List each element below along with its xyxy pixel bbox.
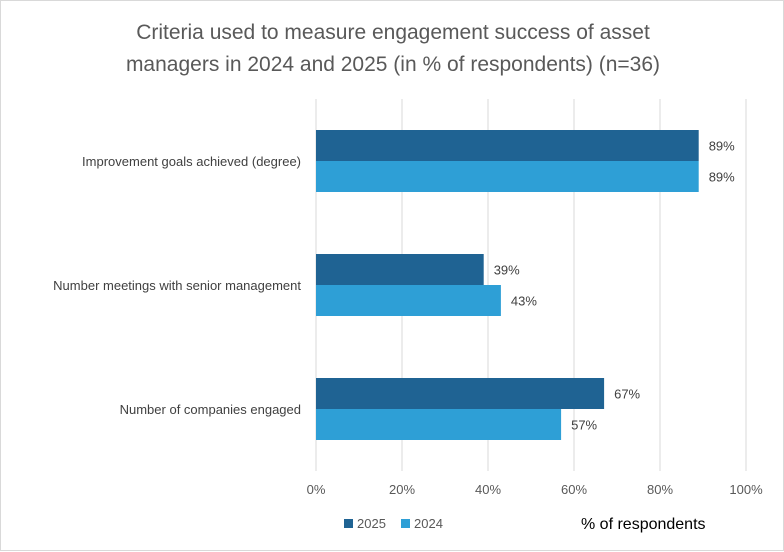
data-label: 89% (709, 170, 735, 185)
bar-2025-2 (316, 378, 605, 409)
x-tick-label: 100% (729, 482, 763, 497)
legend: 2025 2024 (344, 516, 443, 531)
bar-2024-2 (316, 409, 562, 440)
x-axis-label: % of respondents (581, 516, 706, 533)
x-tick-label: 40% (475, 482, 501, 497)
x-tick-label: 20% (389, 482, 415, 497)
legend-label: 2024 (414, 516, 443, 531)
bar-2024-1 (316, 285, 501, 316)
category-label: Number meetings with senior management (53, 278, 301, 293)
bar-2024-0 (316, 161, 699, 192)
bar-2025-0 (316, 130, 699, 161)
legend-swatch-2024 (401, 519, 410, 528)
data-label: 39% (494, 263, 520, 278)
x-tick-label: 80% (647, 482, 673, 497)
category-label: Improvement goals achieved (degree) (82, 154, 301, 169)
data-label: 43% (511, 294, 537, 309)
category-labels: Improvement goals achieved (degree) Numbe… (53, 154, 301, 417)
bars: 89% 89% 39% 43% 67% 57% (316, 130, 735, 440)
x-axis-ticks: 0% 20% 40% 60% 80% 100% (307, 482, 763, 497)
data-label: 57% (571, 418, 597, 433)
data-label: 67% (614, 387, 640, 402)
x-tick-label: 0% (307, 482, 326, 497)
legend-swatch-2025 (344, 519, 353, 528)
category-label: Number of companies engaged (120, 402, 301, 417)
legend-label: 2025 (357, 516, 386, 531)
bar-2025-1 (316, 254, 484, 285)
chart-title-line-1: Criteria used to measure engagement succ… (136, 21, 650, 44)
chart-title-line-2: managers in 2024 and 2025 (in % of respo… (126, 53, 660, 76)
x-tick-label: 60% (561, 482, 587, 497)
data-label: 89% (709, 139, 735, 154)
